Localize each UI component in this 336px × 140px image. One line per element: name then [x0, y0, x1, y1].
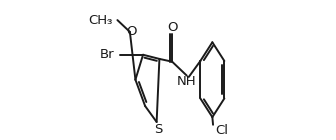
Text: O: O	[126, 25, 137, 38]
Text: CH₃: CH₃	[88, 14, 113, 27]
Text: methoxy: methoxy	[107, 19, 113, 21]
Text: Br: Br	[100, 48, 115, 61]
Text: NH: NH	[177, 75, 196, 88]
Text: S: S	[154, 123, 163, 136]
Text: Cl: Cl	[215, 124, 228, 137]
Text: O: O	[167, 21, 177, 34]
